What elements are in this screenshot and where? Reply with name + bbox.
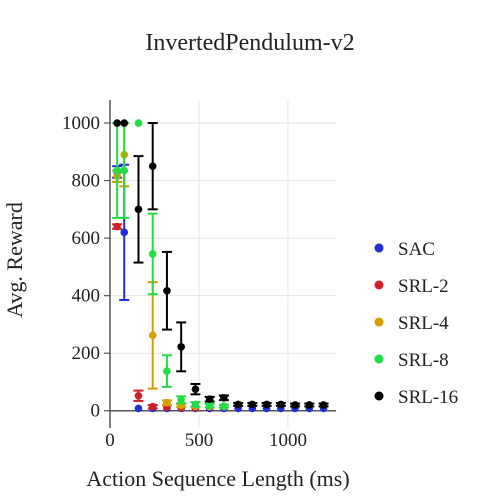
legend-marker xyxy=(374,243,384,253)
x-tick-label: 0 xyxy=(105,430,115,451)
x-tick-label: 500 xyxy=(185,430,214,451)
y-tick-label: 0 xyxy=(91,401,101,422)
data-point xyxy=(220,402,228,410)
data-point xyxy=(134,404,143,413)
axes xyxy=(109,100,336,428)
series-sac xyxy=(112,163,328,413)
data-point xyxy=(134,391,143,400)
data-point xyxy=(177,343,185,351)
data-point xyxy=(277,400,285,409)
legend-label: SAC xyxy=(398,239,435,260)
data-point xyxy=(234,400,242,409)
grid xyxy=(110,100,336,428)
y-tick-label: 600 xyxy=(72,228,101,249)
data-point xyxy=(163,286,171,295)
series-srl-16 xyxy=(113,119,329,409)
data-point xyxy=(113,119,121,127)
legend-marker xyxy=(374,280,384,290)
data-point xyxy=(120,119,129,127)
data-point xyxy=(220,393,228,402)
data-point xyxy=(191,400,200,409)
legend-label: SRL-2 xyxy=(398,276,449,297)
data-point xyxy=(319,401,328,409)
data-point xyxy=(163,398,171,407)
y-tick-labels: 0 200 400 600 800 1000 xyxy=(62,113,110,422)
legend-label: SRL-4 xyxy=(398,313,449,334)
data-point xyxy=(148,162,157,170)
data-point xyxy=(205,401,214,410)
data-point xyxy=(262,400,271,409)
y-tick-label: 200 xyxy=(72,343,101,364)
legend-label: SRL-16 xyxy=(398,387,458,408)
y-axis-label: Avg. Reward xyxy=(2,202,27,318)
y-tick-label: 800 xyxy=(72,171,101,192)
y-tick-label: 400 xyxy=(72,286,101,307)
x-tick-label: 1000 xyxy=(269,430,307,451)
x-axis-label: Action Sequence Length (ms) xyxy=(86,466,349,491)
data-point xyxy=(163,367,171,375)
data-point xyxy=(148,402,157,411)
legend-marker xyxy=(374,317,384,327)
data-point xyxy=(113,222,121,231)
y-tick-label: 1000 xyxy=(62,113,100,134)
x-tick-labels: 0 500 1000 xyxy=(105,430,307,451)
data-point xyxy=(291,401,299,409)
data-point xyxy=(248,400,257,409)
data-point xyxy=(134,205,143,214)
data-point xyxy=(305,401,314,409)
chart-title: InvertedPendulum-v2 xyxy=(145,30,354,56)
series-srl-8 xyxy=(112,119,229,410)
legend: SAC SRL-2 SRL-4 SRL-8 SRL-16 xyxy=(374,239,458,408)
legend-marker xyxy=(374,391,384,401)
data-point xyxy=(148,331,157,340)
data-point xyxy=(120,166,129,175)
series-layer xyxy=(112,119,329,413)
data-point xyxy=(113,166,121,175)
data-point xyxy=(177,396,185,404)
data-point xyxy=(148,250,157,258)
data-point xyxy=(191,385,200,393)
legend-marker xyxy=(374,354,384,364)
data-point xyxy=(120,228,129,237)
data-point xyxy=(134,119,143,127)
data-point xyxy=(205,395,214,404)
legend-label: SRL-8 xyxy=(398,350,449,371)
series-srl-4 xyxy=(112,122,228,411)
